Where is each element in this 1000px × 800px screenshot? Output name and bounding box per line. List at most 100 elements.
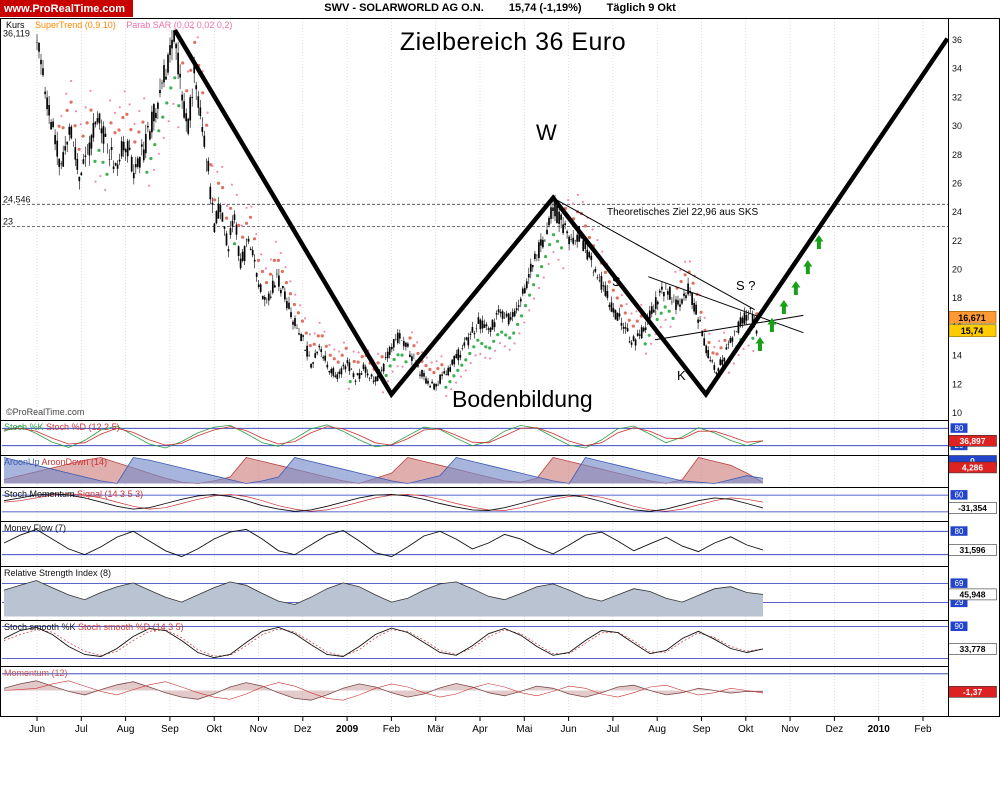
buy-arrow-icon	[803, 260, 813, 275]
indicator-value: 36,897	[960, 436, 986, 446]
y-axis-tick-label: 12	[952, 379, 962, 389]
indicator-scale-badge	[950, 490, 968, 500]
indicator-value: 31,596	[960, 545, 986, 555]
indicator-value: 4,286	[962, 462, 984, 472]
indicator-line-series	[3, 528, 764, 558]
x-axis-month-label: Nov	[250, 724, 268, 735]
price-pane: 36,119 24,546 23	[2, 26, 950, 399]
indicator-scale-value: 90	[955, 622, 964, 631]
indicator-panel-label: Stoch %K Stoch %D (12 2 5)	[4, 422, 120, 432]
x-axis-month-label: 2009	[336, 724, 359, 735]
y-axis-tick-label: 18	[952, 293, 962, 303]
buy-arrow-icon	[767, 318, 777, 333]
analysis-trendline[interactable]	[555, 198, 755, 311]
y-axis-tick-label: 32	[952, 92, 962, 102]
indicator-scale-value: 80	[955, 527, 964, 536]
indicator-line-series	[3, 628, 764, 657]
timeframe-label: Täglich 9 Okt	[606, 2, 676, 14]
indicator-area-series	[4, 680, 763, 701]
indicator-value: 0	[970, 456, 975, 466]
indicator-panel-label: Relative Strength Index (8)	[4, 568, 111, 578]
instrument-title: SWV - SOLARWORLD AG O.N. 15,74 (-1,19%) …	[0, 2, 1000, 14]
x-axis-month-label: Feb	[914, 724, 932, 735]
price-level-label: 23	[3, 217, 13, 227]
w-pattern-trendline[interactable]	[172, 28, 950, 399]
price-level-label: 24,546	[3, 194, 31, 204]
indicator-panel: AroonUp AroonDown (14) 04,286	[0, 455, 997, 484]
x-axis-month-label: Aug	[648, 724, 666, 735]
y-axis-tick-label: 26	[952, 179, 962, 189]
prorealtime-brand-banner[interactable]: www.ProRealTime.com	[0, 0, 134, 17]
indicator-scale-badge	[950, 597, 968, 608]
analysis-trendline[interactable]	[648, 276, 804, 334]
indicator-line-series	[3, 680, 764, 701]
indicator-panel: Momentum (12) -1,37	[0, 666, 997, 701]
buy-arrow-icon	[755, 336, 765, 351]
x-axis-month-label: Sep	[161, 724, 179, 735]
indicator-scale-value: 29	[955, 598, 964, 607]
indicator-scale-value: 80	[955, 424, 964, 433]
indicator-panel: Stoch %K Stoch %D (12 2 5)802036,897	[0, 420, 997, 451]
indicator-line-series	[3, 424, 764, 449]
x-axis-month-label: Jul	[607, 724, 620, 735]
indicator-panel: Money Flow (7) 80 31,596	[0, 521, 997, 558]
y-axis-tick-label: 10	[952, 408, 962, 418]
y-axis-tick-label: 14	[952, 351, 962, 361]
y-axis-tick-label: 30	[952, 121, 962, 131]
supertrend-up-dots	[93, 76, 755, 389]
buy-arrow-icon	[814, 234, 824, 249]
x-axis-month-label: Aug	[117, 724, 135, 735]
indicator-panel-label: Stoch smooth %K Stoch smooth %D (14 3 5)	[4, 622, 184, 632]
x-axis-month-label: Dez	[826, 724, 844, 735]
indicator-area-series	[4, 457, 763, 484]
x-axis-month-label: Jul	[75, 724, 88, 735]
indicator-line-series	[3, 626, 764, 659]
x-axis-month-label: Sep	[693, 724, 711, 735]
indicator-line-series	[3, 493, 764, 512]
analysis-trendline[interactable]	[654, 314, 804, 341]
x-axis-month-label: Apr	[472, 724, 488, 735]
last-price-tag-value: 16,671	[958, 313, 986, 323]
indicator-scale-badge	[950, 526, 968, 536]
indicator-line-series	[3, 493, 764, 512]
x-axis-month-label: Mai	[516, 724, 532, 735]
indicator-scale-badge	[950, 578, 968, 588]
x-axis-month-label: Nov	[781, 724, 799, 735]
y-axis-tick-label: 24	[952, 207, 962, 217]
indicator-panel-label: Momentum (12)	[4, 668, 68, 678]
y-axis-tick-label: 22	[952, 236, 962, 246]
indicator-value: -31,354	[958, 503, 987, 513]
candlestick-bodies	[36, 30, 758, 390]
indicator-panel: Stoch Momentum Signal (14 3 5 3) 60 -31,35…	[0, 487, 997, 514]
last-price-tag-value: 15,74	[961, 326, 984, 336]
x-axis-month-label: Mär	[427, 724, 445, 735]
time-axis: Jun Jul Aug Sep Okt Nov Dez 2009 Feb Mär Apr Mai Jun…	[29, 716, 932, 735]
y-axis-tick-label: 36	[952, 35, 962, 45]
indicator-value: -1,37	[963, 687, 983, 697]
x-axis-month-label: Feb	[383, 724, 401, 735]
y-axis-tick-label: 34	[952, 64, 962, 74]
price-level-label: 36,119	[3, 28, 30, 38]
buy-arrow-icon	[791, 281, 801, 296]
indicator-line-series	[3, 680, 764, 701]
indicator-panel: Stoch smooth %K Stoch smooth %D (14 3 5)…	[0, 620, 997, 659]
indicator-panel-label: Money Flow (7)	[4, 523, 66, 533]
instrument-name: SWV - SOLARWORLD AG O.N.	[324, 2, 484, 14]
indicator-scale-value: 60	[955, 491, 964, 500]
x-axis-month-label: Okt	[738, 724, 754, 735]
x-axis-month-label: Dez	[294, 724, 312, 735]
indicator-panel-label: AroonUp AroonDown (14)	[4, 457, 107, 467]
x-axis-month-label: Jun	[29, 724, 45, 735]
instrument-quote: 15,74 (-1,19%)	[508, 2, 582, 14]
indicator-panel-label: Stoch Momentum Signal (14 3 5 3)	[4, 489, 143, 499]
indicator-scale-badge	[950, 423, 968, 433]
indicator-line-series	[3, 580, 764, 605]
x-axis-month-label: Jun	[561, 724, 577, 735]
indicator-value: 45,948	[960, 589, 986, 599]
indicator-scale-value: 69	[955, 579, 964, 588]
x-axis-month-label: 2010	[868, 724, 891, 735]
